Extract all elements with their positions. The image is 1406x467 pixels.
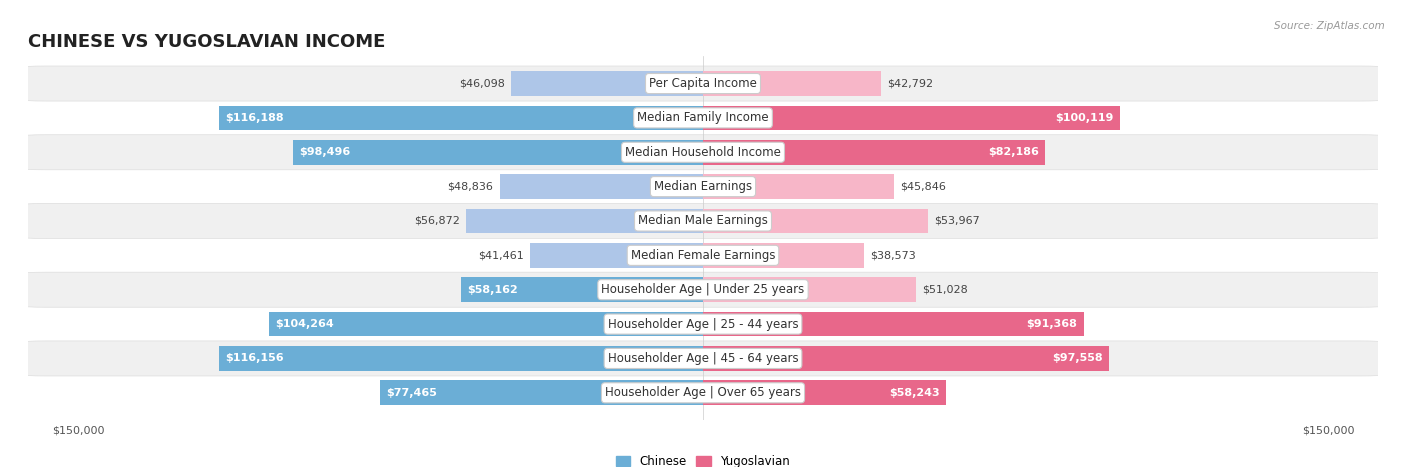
- Text: Source: ZipAtlas.com: Source: ZipAtlas.com: [1274, 21, 1385, 31]
- Text: $97,558: $97,558: [1053, 354, 1104, 363]
- Bar: [703, 209, 928, 234]
- Bar: [530, 243, 703, 268]
- Text: $116,188: $116,188: [225, 113, 284, 123]
- Text: $46,098: $46,098: [458, 78, 505, 89]
- Bar: [703, 71, 882, 96]
- Text: Householder Age | 25 - 44 years: Householder Age | 25 - 44 years: [607, 318, 799, 331]
- Legend: Chinese, Yugoslavian: Chinese, Yugoslavian: [612, 450, 794, 467]
- Text: Median Family Income: Median Family Income: [637, 112, 769, 124]
- Bar: [703, 346, 1109, 371]
- Text: Householder Age | Under 25 years: Householder Age | Under 25 years: [602, 283, 804, 296]
- Text: CHINESE VS YUGOSLAVIAN INCOME: CHINESE VS YUGOSLAVIAN INCOME: [28, 33, 385, 51]
- Bar: [292, 140, 703, 165]
- Bar: [703, 277, 915, 302]
- Text: Median Male Earnings: Median Male Earnings: [638, 214, 768, 227]
- Text: $77,465: $77,465: [387, 388, 437, 398]
- Text: $91,368: $91,368: [1026, 319, 1077, 329]
- Text: Householder Age | 45 - 64 years: Householder Age | 45 - 64 years: [607, 352, 799, 365]
- Text: $48,836: $48,836: [447, 182, 494, 191]
- Text: $42,792: $42,792: [887, 78, 934, 89]
- Bar: [703, 311, 1084, 336]
- Bar: [510, 71, 703, 96]
- Bar: [461, 277, 703, 302]
- Text: $58,243: $58,243: [889, 388, 939, 398]
- Text: $38,573: $38,573: [870, 250, 915, 260]
- Text: Median Household Income: Median Household Income: [626, 146, 780, 159]
- Text: Householder Age | Over 65 years: Householder Age | Over 65 years: [605, 386, 801, 399]
- Text: $116,156: $116,156: [225, 354, 284, 363]
- FancyBboxPatch shape: [22, 204, 1384, 239]
- Text: Median Female Earnings: Median Female Earnings: [631, 249, 775, 262]
- Text: $104,264: $104,264: [276, 319, 333, 329]
- Bar: [499, 174, 703, 199]
- Bar: [703, 381, 946, 405]
- Bar: [219, 106, 703, 130]
- Bar: [703, 243, 863, 268]
- FancyBboxPatch shape: [22, 135, 1384, 170]
- Text: $51,028: $51,028: [922, 285, 967, 295]
- Text: $45,846: $45,846: [900, 182, 946, 191]
- FancyBboxPatch shape: [22, 272, 1384, 307]
- Text: $41,461: $41,461: [478, 250, 524, 260]
- Text: $58,162: $58,162: [467, 285, 517, 295]
- Bar: [465, 209, 703, 234]
- Bar: [269, 311, 703, 336]
- Text: Per Capita Income: Per Capita Income: [650, 77, 756, 90]
- Bar: [703, 106, 1121, 130]
- Text: $82,186: $82,186: [988, 147, 1039, 157]
- Text: Median Earnings: Median Earnings: [654, 180, 752, 193]
- Bar: [219, 346, 703, 371]
- Text: $100,119: $100,119: [1056, 113, 1114, 123]
- Text: $53,967: $53,967: [934, 216, 980, 226]
- FancyBboxPatch shape: [22, 341, 1384, 376]
- Text: $98,496: $98,496: [299, 147, 350, 157]
- Bar: [703, 174, 894, 199]
- FancyBboxPatch shape: [22, 66, 1384, 101]
- Bar: [380, 381, 703, 405]
- Text: $56,872: $56,872: [413, 216, 460, 226]
- Bar: [703, 140, 1046, 165]
